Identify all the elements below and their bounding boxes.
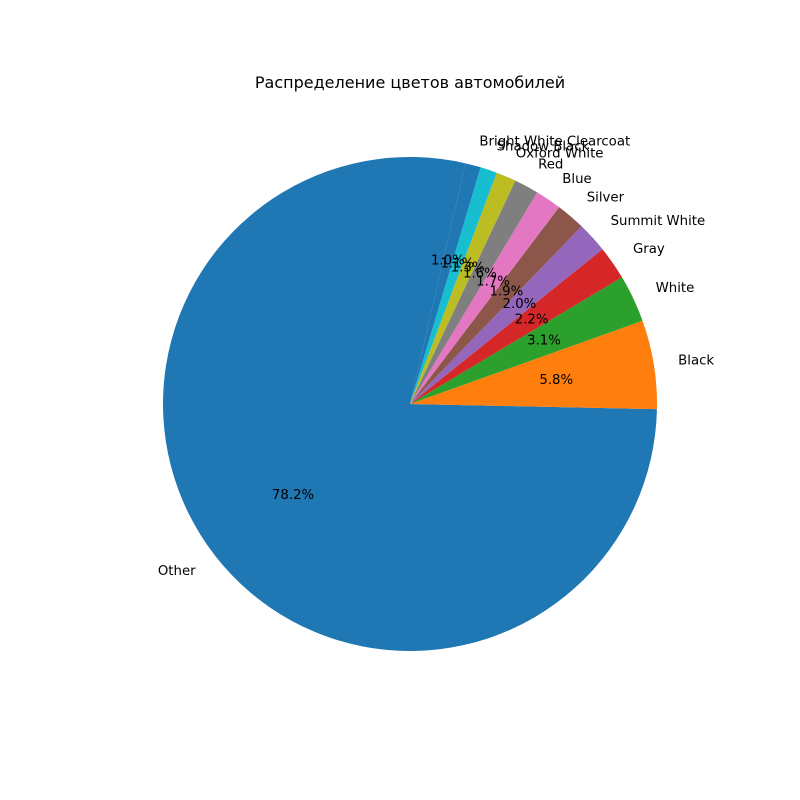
slice-labels: Other Black White Gray Summit White Silver Blu… bbox=[158, 134, 715, 579]
slice-label-gray: Gray bbox=[633, 242, 665, 257]
pie-slices bbox=[163, 157, 658, 652]
pie-slice-oxford-white bbox=[410, 172, 516, 404]
pie-slice-red bbox=[410, 180, 538, 404]
slice-label-silver: Silver bbox=[587, 191, 625, 206]
percent-label-gray: 2.2% bbox=[515, 312, 549, 327]
pie-slice-silver bbox=[410, 207, 582, 404]
pie-slice-summit-white bbox=[410, 226, 603, 404]
slice-label-shadow-black: Shadow Black bbox=[497, 139, 590, 154]
percent-label-blue: 1.7% bbox=[476, 274, 510, 289]
slice-label-black: Black bbox=[678, 353, 714, 368]
percent-labels: 78.2% 5.8% 3.1% 2.2%2.0%1.9%1.7%1.6%1.3%1.1… bbox=[272, 254, 573, 503]
pie-slice-bright-white-clearcoat bbox=[410, 163, 481, 404]
percent-label-black: 5.8% bbox=[539, 373, 573, 388]
slice-label-bright-white-clearcoat: Bright White Clearcoat bbox=[479, 134, 630, 149]
percent-label-bright-white-clearcoat: 1.0% bbox=[431, 254, 465, 269]
pie-slice-gray bbox=[410, 249, 622, 404]
slice-label-summit-white: Summit White bbox=[611, 214, 706, 229]
slice-label-white: White bbox=[656, 281, 695, 296]
percent-label-other: 78.2% bbox=[272, 488, 314, 503]
percent-label-shadow-black: 1.1% bbox=[440, 257, 474, 272]
slice-label-red: Red bbox=[538, 157, 563, 172]
pie-slice-black bbox=[410, 320, 658, 410]
pie-slice-other bbox=[163, 157, 657, 652]
percent-label-oxford-white: 1.3% bbox=[451, 260, 485, 275]
slice-label-blue: Blue bbox=[562, 172, 591, 187]
percent-label-silver: 1.9% bbox=[489, 284, 523, 299]
slice-label-other: Other bbox=[158, 564, 196, 579]
pie-slice-white bbox=[410, 277, 643, 404]
percent-label-summit-white: 2.0% bbox=[503, 297, 537, 312]
percent-label-red: 1.6% bbox=[463, 266, 497, 281]
pie-slice-blue bbox=[410, 192, 560, 404]
slice-label-oxford-white: Oxford White bbox=[516, 147, 604, 162]
percent-label-white: 3.1% bbox=[527, 334, 561, 349]
pie-slice-shadow-black bbox=[410, 167, 497, 404]
chart-title: Распределение цветов автомобилей bbox=[255, 73, 565, 92]
